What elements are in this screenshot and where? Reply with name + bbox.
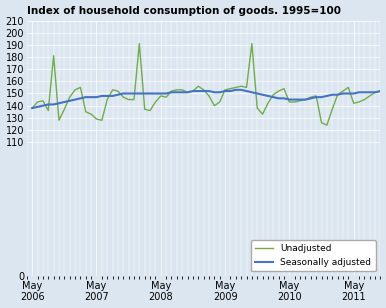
Seasonally adjusted [308, 96, 313, 100]
Unadjusted [57, 118, 61, 122]
Unadjusted [115, 89, 120, 93]
Unadjusted [378, 89, 383, 93]
Seasonally adjusted [30, 106, 34, 110]
Seasonally adjusted [115, 93, 120, 97]
Unadjusted [142, 107, 147, 111]
Text: Index of household consumption of goods. 1995=100: Index of household consumption of goods.… [27, 6, 341, 16]
Seasonally adjusted [378, 89, 383, 93]
Legend: Unadjusted, Seasonally adjusted: Unadjusted, Seasonally adjusted [251, 240, 376, 271]
Unadjusted [308, 95, 313, 99]
Seasonally adjusted [180, 91, 185, 94]
Seasonally adjusted [57, 101, 61, 105]
Unadjusted [137, 42, 142, 46]
Seasonally adjusted [234, 88, 238, 92]
Unadjusted [185, 91, 190, 94]
Unadjusted [191, 89, 195, 93]
Unadjusted [325, 123, 329, 127]
Line: Seasonally adjusted: Seasonally adjusted [32, 90, 381, 108]
Seasonally adjusted [357, 91, 361, 94]
Unadjusted [30, 106, 34, 110]
Seasonally adjusted [137, 92, 142, 95]
Line: Unadjusted: Unadjusted [32, 44, 381, 125]
